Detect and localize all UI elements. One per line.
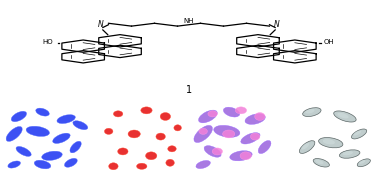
Ellipse shape (359, 160, 365, 164)
Ellipse shape (240, 152, 251, 160)
Ellipse shape (16, 147, 31, 156)
Ellipse shape (113, 111, 123, 117)
Ellipse shape (194, 125, 212, 143)
Text: HO: HO (42, 39, 53, 45)
Ellipse shape (65, 158, 77, 167)
Ellipse shape (166, 159, 174, 166)
Ellipse shape (223, 130, 235, 138)
Text: NH: NH (184, 18, 194, 24)
Ellipse shape (136, 163, 147, 169)
Ellipse shape (8, 161, 20, 168)
Ellipse shape (204, 146, 221, 157)
Text: 1: 1 (186, 85, 192, 95)
Ellipse shape (313, 159, 329, 167)
Ellipse shape (250, 133, 260, 140)
Ellipse shape (160, 112, 170, 120)
Ellipse shape (339, 150, 360, 158)
Ellipse shape (174, 125, 181, 131)
Ellipse shape (353, 131, 361, 136)
Text: OH: OH (323, 39, 334, 45)
Ellipse shape (301, 143, 309, 149)
Ellipse shape (118, 148, 128, 155)
Ellipse shape (230, 151, 252, 161)
Text: N: N (98, 20, 104, 29)
Ellipse shape (258, 141, 271, 154)
Ellipse shape (357, 159, 370, 167)
Ellipse shape (141, 107, 152, 114)
Ellipse shape (241, 133, 260, 144)
Ellipse shape (26, 126, 50, 136)
Ellipse shape (53, 133, 70, 143)
Ellipse shape (128, 130, 140, 138)
Ellipse shape (223, 107, 240, 117)
Ellipse shape (338, 113, 349, 118)
Ellipse shape (323, 139, 335, 144)
Ellipse shape (342, 151, 353, 155)
Ellipse shape (42, 151, 62, 160)
Ellipse shape (168, 146, 176, 152)
Ellipse shape (352, 129, 367, 139)
Ellipse shape (303, 108, 321, 116)
Ellipse shape (299, 141, 315, 153)
Ellipse shape (73, 121, 88, 130)
Ellipse shape (319, 138, 343, 148)
Ellipse shape (214, 125, 240, 137)
Ellipse shape (315, 160, 324, 164)
Ellipse shape (70, 141, 81, 153)
Ellipse shape (146, 152, 157, 160)
Ellipse shape (11, 111, 26, 122)
Ellipse shape (36, 108, 49, 116)
Ellipse shape (198, 110, 217, 123)
Ellipse shape (104, 128, 113, 134)
Ellipse shape (208, 111, 217, 117)
Ellipse shape (334, 111, 356, 122)
Ellipse shape (245, 114, 265, 124)
Ellipse shape (305, 109, 314, 113)
Ellipse shape (235, 107, 246, 114)
Ellipse shape (212, 148, 223, 155)
Ellipse shape (196, 161, 211, 169)
Ellipse shape (34, 160, 51, 169)
Ellipse shape (109, 163, 118, 170)
Text: N: N (274, 20, 280, 29)
Ellipse shape (255, 112, 265, 120)
Ellipse shape (156, 133, 166, 140)
Ellipse shape (6, 126, 22, 141)
Ellipse shape (57, 115, 75, 124)
Ellipse shape (199, 128, 208, 134)
